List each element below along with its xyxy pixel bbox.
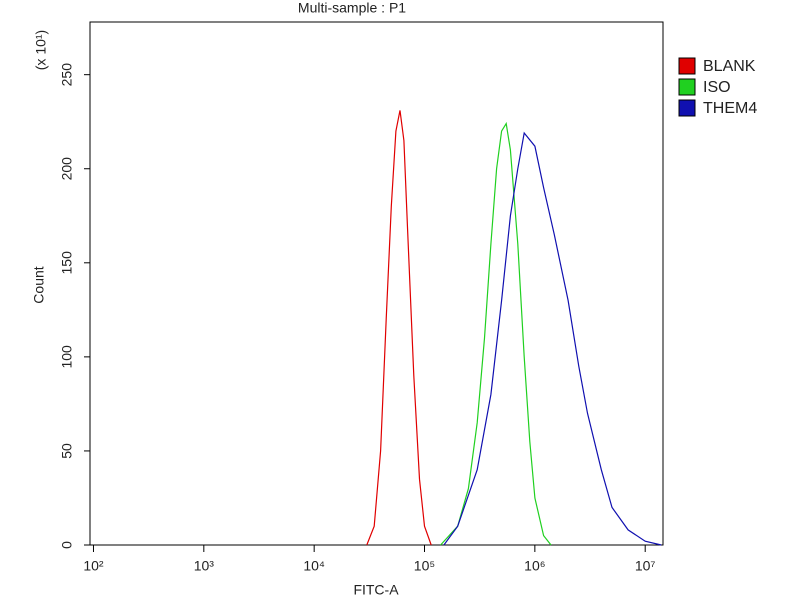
y-axis-label: Count xyxy=(31,266,47,303)
y-scale-note: (x 10¹) xyxy=(33,30,49,70)
chart-title: Multi-sample : P1 xyxy=(298,0,406,16)
y-tick-label: 50 xyxy=(59,443,75,459)
y-tick-label: 150 xyxy=(59,251,75,275)
legend-label: ISO xyxy=(703,79,731,96)
y-tick-label: 250 xyxy=(59,63,75,87)
x-tick-label: 10⁴ xyxy=(303,558,325,574)
x-tick-label: 10⁶ xyxy=(524,558,545,574)
plot-frame xyxy=(89,21,664,546)
y-tick-label: 0 xyxy=(59,541,75,549)
series-line xyxy=(366,110,432,546)
x-axis-label: FITC-A xyxy=(353,582,399,598)
series-line xyxy=(440,121,552,546)
series-line xyxy=(443,131,662,546)
legend-label: BLANK xyxy=(703,58,756,75)
y-tick-label: 100 xyxy=(59,345,75,369)
legend-swatch xyxy=(678,99,696,117)
x-tick-label: 10² xyxy=(83,558,104,574)
x-tick-label: 10⁷ xyxy=(635,558,656,574)
y-tick-label: 200 xyxy=(59,157,75,181)
legend-label: THEM4 xyxy=(703,100,757,117)
legend-swatch xyxy=(678,78,696,96)
x-tick-label: 10³ xyxy=(194,558,215,574)
x-tick-label: 10⁵ xyxy=(414,558,435,574)
legend-swatch xyxy=(678,57,696,75)
